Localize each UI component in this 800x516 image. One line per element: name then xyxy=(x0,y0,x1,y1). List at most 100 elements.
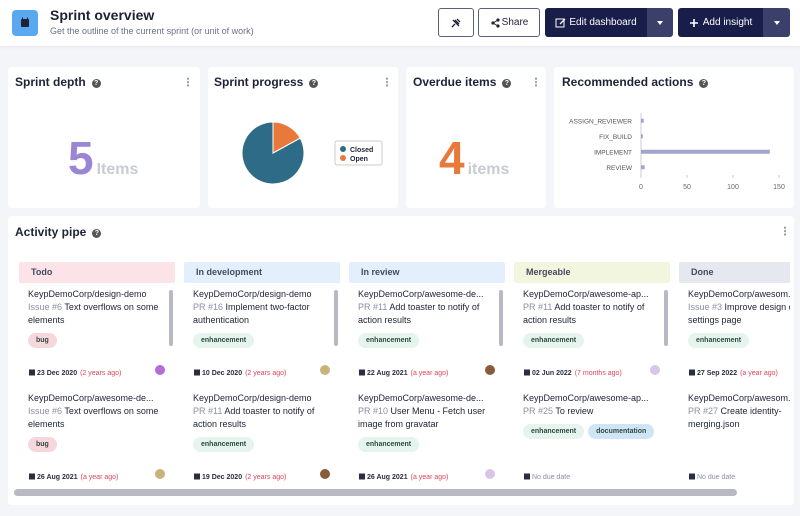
labels: bug xyxy=(28,431,165,452)
sprint-depth-card: Sprint depth? 5 Items xyxy=(8,67,200,208)
relative-date: (7 months ago) xyxy=(574,370,622,377)
issue-card[interactable]: KeypDemoCorp/awesom... PR #27 Create iden… xyxy=(679,392,790,488)
edit-icon xyxy=(555,18,566,27)
issue-description: Issue #6 Text overflows on some elements xyxy=(28,405,165,431)
calendar-icon xyxy=(524,473,530,480)
menu[interactable] xyxy=(535,77,537,87)
label-chip: documentation xyxy=(588,424,655,439)
avatar xyxy=(320,365,330,375)
column-scrollbar[interactable] xyxy=(499,290,503,346)
menu[interactable] xyxy=(784,226,786,236)
issue-ref: PR #11 xyxy=(523,302,553,312)
label-chip: bug xyxy=(28,333,57,348)
due-date: 27 Sep 2022 (a year ago) xyxy=(688,367,778,380)
edit-dropdown[interactable] xyxy=(647,8,673,37)
widget-title: Sprint progress? xyxy=(214,75,319,89)
issue-card[interactable]: KeypDemoCorp/awesome-de... PR #10 User Me… xyxy=(349,392,495,488)
info-icon[interactable]: ? xyxy=(91,79,101,88)
relative-date: (a year ago) xyxy=(80,474,119,481)
avatar xyxy=(485,469,495,479)
column-header: Done xyxy=(679,262,790,283)
issue-ref: PR #10 xyxy=(358,406,389,416)
calendar-icon xyxy=(689,369,695,376)
edit-dashboard-button[interactable]: Edit dashboard xyxy=(545,8,647,37)
info-icon[interactable]: ? xyxy=(699,79,709,88)
metric-value: 5 xyxy=(68,132,94,184)
repo-name: KeypDemoCorp/awesom... xyxy=(688,393,790,403)
relative-date: (2 years ago) xyxy=(80,370,122,377)
issue-card[interactable]: KeypDemoCorp/awesome-de... Issue #6 Text … xyxy=(19,392,165,488)
issue-ref: Issue #6 xyxy=(28,302,63,312)
label-chip: enhancement xyxy=(688,333,750,348)
date-text: 26 Aug 2021 xyxy=(37,474,78,481)
calendar-icon xyxy=(21,17,29,27)
pipe-column: In review KeypDemoCorp/awesome-de... PR #1… xyxy=(349,262,505,488)
metric: 4 items xyxy=(439,131,509,185)
widget-title-text: Sprint depth xyxy=(15,75,86,89)
labels: enhancement xyxy=(688,327,790,348)
horizontal-scrollbar[interactable] xyxy=(14,489,737,496)
issue-card[interactable]: KeypDemoCorp/design-demo PR #16 Implement… xyxy=(184,288,330,388)
column-scrollbar[interactable] xyxy=(664,290,668,346)
share-button[interactable]: Share xyxy=(478,8,540,37)
unpin-button[interactable] xyxy=(438,8,474,37)
avatar xyxy=(320,469,330,479)
menu[interactable] xyxy=(386,77,388,87)
column-header: Mergeable xyxy=(514,262,670,283)
column-header: In review xyxy=(349,262,505,283)
label-chip: enhancement xyxy=(193,437,255,452)
issue-title: Add toaster to notify of action results xyxy=(523,302,645,325)
repo-name: KeypDemoCorp/awesome-de... xyxy=(28,393,154,403)
relative-date: (2 years ago) xyxy=(245,474,287,481)
avatar xyxy=(650,365,660,375)
issue-ref: Issue #6 xyxy=(28,406,63,416)
issue-title: Text overflows on some elements xyxy=(28,302,159,325)
issue-ref: PR #11 xyxy=(193,406,223,416)
issue-card[interactable]: KeypDemoCorp/awesome-de... PR #11 Add toa… xyxy=(349,288,495,388)
label-chip: enhancement xyxy=(358,437,420,452)
add-dropdown[interactable] xyxy=(763,8,790,37)
issue-ref: PR #27 xyxy=(688,406,719,416)
issue-card[interactable]: KeypDemoCorp/design-demo Issue #6 Text ov… xyxy=(19,288,165,388)
info-icon[interactable]: ? xyxy=(502,79,512,88)
label-chip: enhancement xyxy=(193,333,255,348)
date-text: 10 Dec 2020 xyxy=(202,370,243,377)
issue-title: Create identity-merging.json xyxy=(688,406,782,429)
info-icon[interactable]: ? xyxy=(92,229,102,238)
labels: enhancement documentation xyxy=(523,418,660,439)
date-text: 02 Jun 2022 xyxy=(532,370,572,377)
relative-date: (a year ago) xyxy=(740,370,778,377)
date-text: No due date xyxy=(697,474,736,481)
info-icon[interactable]: ? xyxy=(309,79,319,88)
repo-name: KeypDemoCorp/design-demo xyxy=(193,289,312,299)
issue-card[interactable]: KeypDemoCorp/awesome-ap... PR #11 Add toa… xyxy=(514,288,660,388)
issue-card[interactable]: KeypDemoCorp/awesom... Issue #3 Improve d… xyxy=(679,288,790,388)
column-scrollbar[interactable] xyxy=(169,290,173,346)
label-chip: enhancement xyxy=(523,424,585,439)
add-insight-button[interactable]: Add insight xyxy=(678,8,763,37)
column-scrollbar[interactable] xyxy=(334,290,338,346)
date-text: No due date xyxy=(532,474,571,481)
calendar-icon xyxy=(689,473,695,480)
issue-ref: PR #11 xyxy=(358,302,388,312)
issue-card[interactable]: KeypDemoCorp/design-demo PR #11 Add toast… xyxy=(184,392,330,488)
issue-description: PR #11 Add toaster to notify of action r… xyxy=(523,301,660,327)
menu[interactable] xyxy=(187,77,189,87)
labels: enhancement xyxy=(523,327,660,348)
date-text: 23 Dec 2020 xyxy=(37,370,78,377)
repo-name: KeypDemoCorp/awesome-ap... xyxy=(523,289,649,299)
share-icon xyxy=(491,17,500,28)
issue-card[interactable]: KeypDemoCorp/awesome-ap... PR #25 To revi… xyxy=(514,392,660,488)
dashboard-icon xyxy=(12,10,38,36)
issue-description: PR #10 User Menu - Fetch user image from… xyxy=(358,405,495,431)
issue-title: Improve design of settings page xyxy=(688,302,790,325)
widget-title-text: Activity pipe xyxy=(15,225,87,239)
column-header: Todo xyxy=(19,262,175,283)
repo-name: KeypDemoCorp/awesome-de... xyxy=(358,289,484,299)
widget-title: Overdue items? xyxy=(413,75,512,89)
calendar-icon xyxy=(29,369,35,376)
widget-title-text: Sprint progress xyxy=(214,75,304,89)
issue-ref: PR #25 xyxy=(523,406,554,416)
avatar xyxy=(155,365,165,375)
